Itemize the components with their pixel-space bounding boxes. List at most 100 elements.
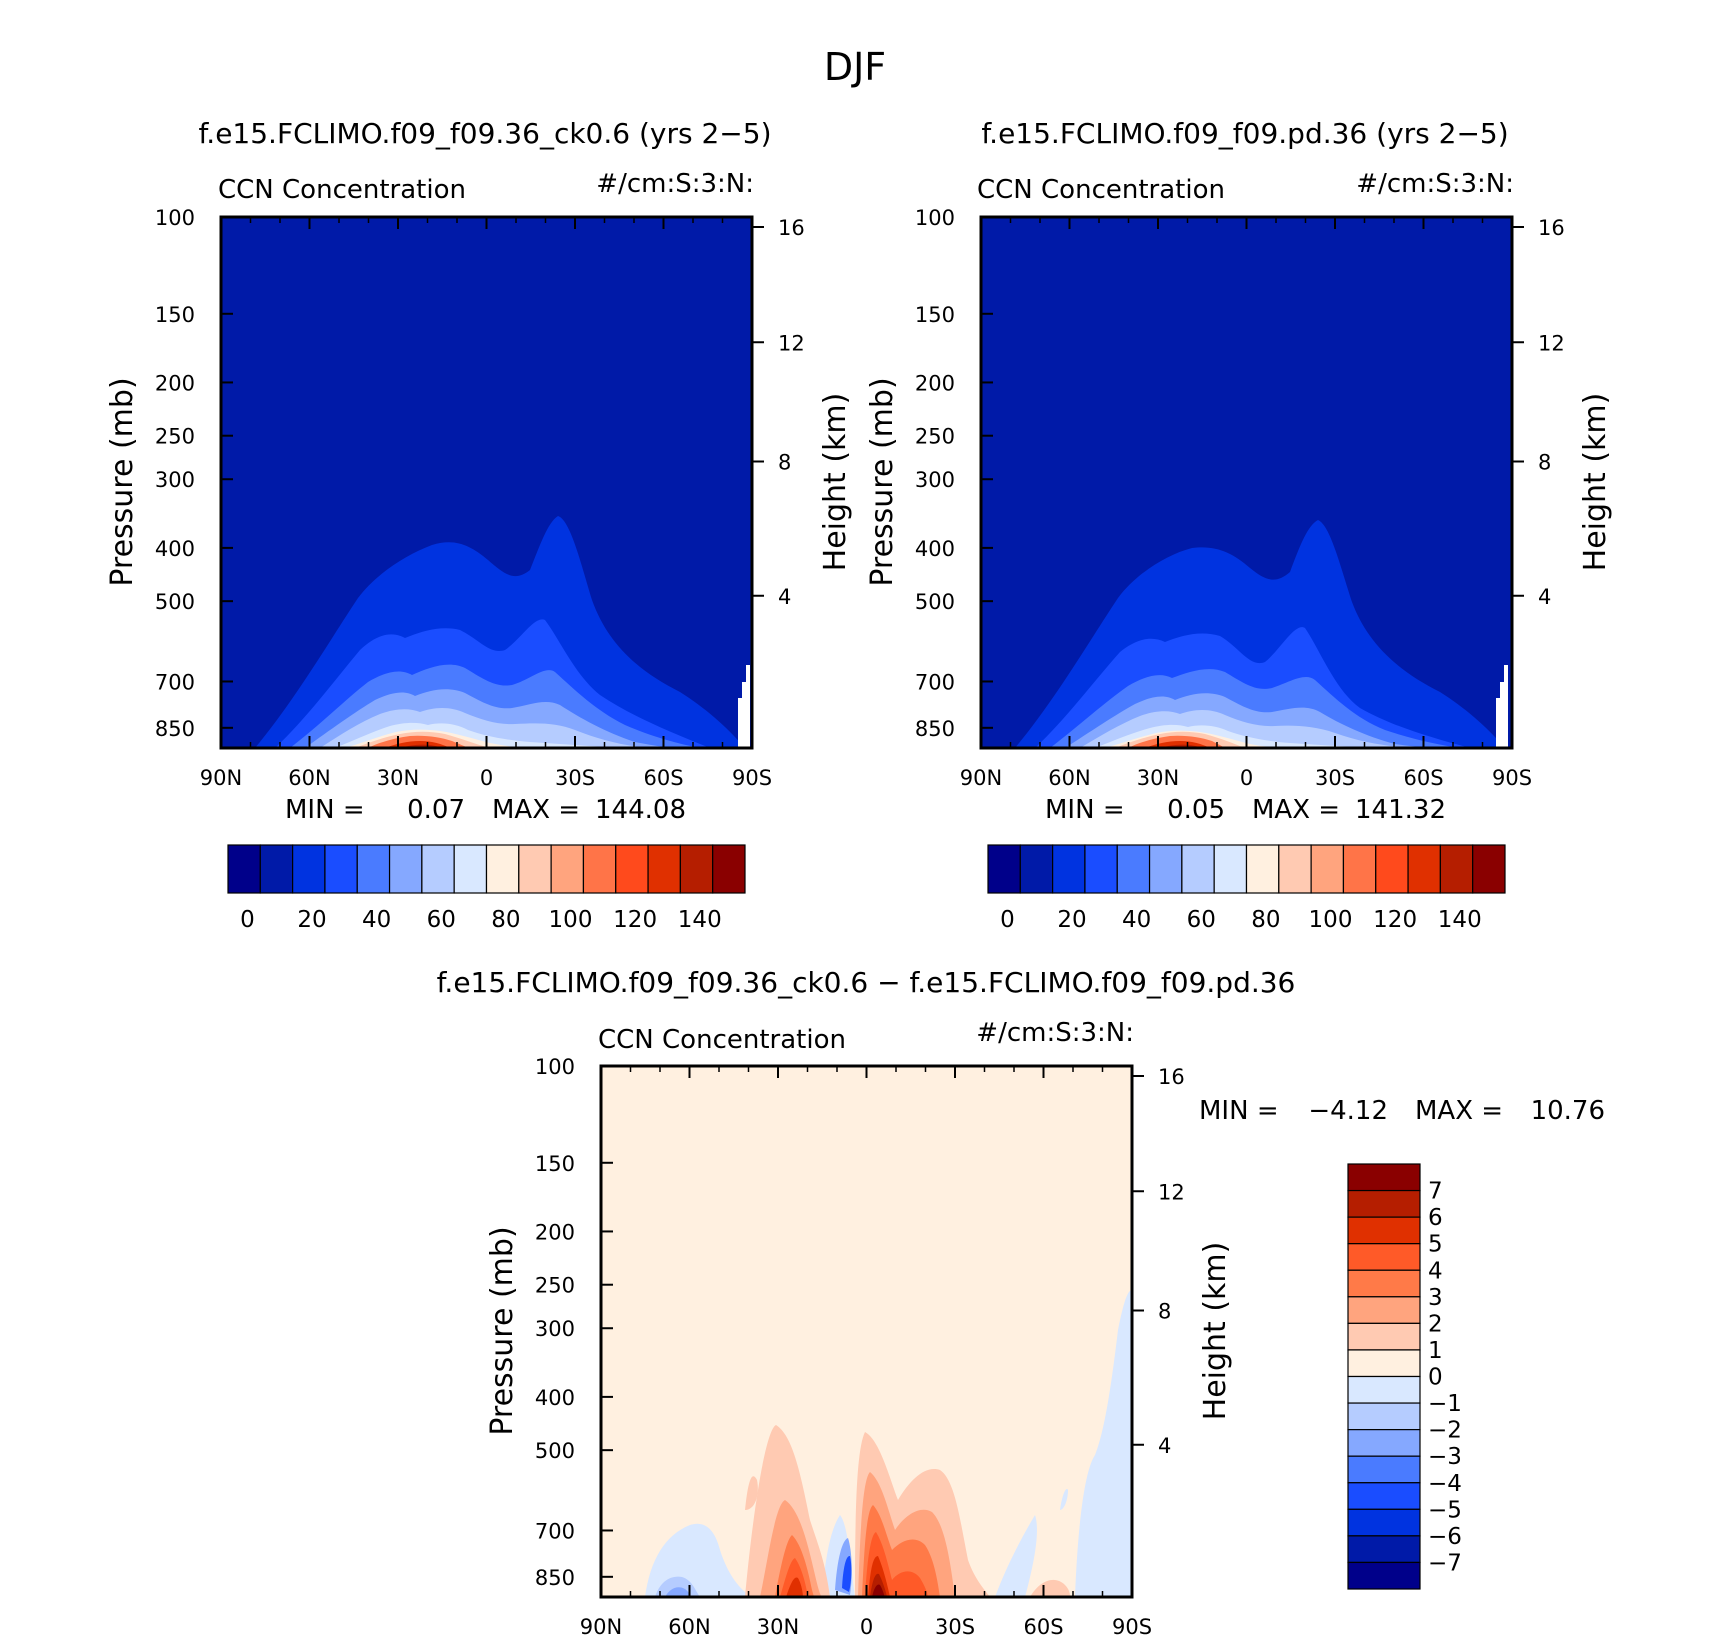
panel-1-title: f.e15.FCLIMO.f09_f09.36_ck0.6 (yrs 2−5) (198, 117, 771, 150)
panel-1-ylabel-right: Height (km) (818, 393, 853, 572)
colorbar-box (1213, 844, 1248, 894)
right-tick-label: 8 (1538, 451, 1551, 475)
y-tick-label: 100 (535, 1055, 575, 1079)
colorbar-label: 7 (1428, 1179, 1443, 1205)
x-tick-label: 30S (1315, 766, 1355, 790)
colorbar-box (1347, 1189, 1421, 1218)
panel-2: f.e15.FCLIMO.f09_f09.pd.36 (yrs 2−5) CCN… (865, 117, 1613, 933)
panel-3-blue-eq-3 (842, 1555, 852, 1592)
panel-2-variable: CCN Concentration (977, 175, 1225, 205)
colorbar-label: −5 (1428, 1497, 1462, 1523)
colorbar-box (1116, 844, 1151, 894)
panel-2-min-label: MIN = (1045, 795, 1125, 825)
colorbar-label: 4 (1428, 1258, 1443, 1284)
colorbar-box (453, 844, 488, 894)
right-tick-label: 12 (778, 331, 805, 355)
colorbar-box (1347, 1508, 1421, 1537)
colorbar-box (1439, 844, 1474, 894)
panel-2-units: #/cm:S:3:N: (1356, 169, 1514, 199)
colorbar-label: −6 (1428, 1524, 1462, 1550)
panel-3-min-value: −4.12 (1308, 1096, 1388, 1126)
colorbar-label: 20 (1057, 907, 1086, 933)
colorbar-box (1347, 1163, 1421, 1192)
colorbar-box (1347, 1216, 1421, 1245)
colorbar-label: 5 (1428, 1232, 1443, 1258)
right-tick-label: 12 (1158, 1180, 1185, 1204)
right-tick-label: 12 (1538, 331, 1565, 355)
panel-3-min-label: MIN = (1199, 1096, 1279, 1126)
colorbar-label: 100 (1309, 907, 1353, 933)
panel-1-min-label: MIN = (285, 795, 365, 825)
colorbar-box (1407, 844, 1441, 894)
colorbar-box (1375, 844, 1409, 894)
colorbar-box (615, 844, 649, 894)
colorbar-label: 0 (1428, 1365, 1443, 1391)
colorbar-label: 80 (1251, 907, 1280, 933)
y-tick-label: 200 (155, 371, 195, 395)
y-tick-label: 500 (915, 590, 955, 614)
colorbar-label: 0 (1000, 907, 1015, 933)
x-tick-label: 60S (643, 766, 683, 790)
y-tick-label: 850 (915, 717, 955, 741)
y-tick-label: 250 (535, 1274, 575, 1298)
x-tick-label: 90S (1112, 1615, 1152, 1639)
panel-3-pos-small (745, 1476, 758, 1510)
colorbar-box (227, 844, 261, 894)
panel-2-colorbar: 0 20 40 60 80 100 120 140 (987, 844, 1506, 933)
colorbar-label: 60 (427, 907, 456, 933)
colorbar-box (987, 844, 1021, 894)
colorbar-label: 60 (1187, 907, 1216, 933)
colorbar-box (324, 844, 358, 894)
panel-3-blue-sh-col (1075, 1290, 1132, 1597)
y-tick-label: 100 (155, 206, 195, 230)
panel-2-missing-data (1496, 665, 1508, 748)
y-tick-label: 500 (535, 1439, 575, 1463)
x-tick-label: 60S (1023, 1615, 1063, 1639)
x-tick-label: 90N (580, 1615, 622, 1639)
right-tick-label: 16 (1538, 216, 1565, 240)
colorbar-label: 0 (240, 907, 255, 933)
x-tick-label: 60N (288, 766, 330, 790)
y-tick-label: 100 (915, 206, 955, 230)
x-tick-label: 60S (1403, 766, 1443, 790)
y-tick-label: 150 (915, 303, 955, 327)
y-tick-label: 300 (915, 468, 955, 492)
panel-1-y-ticks: 100 150 200 250 300 400 500 700 850 (155, 206, 233, 741)
panel-2-field (981, 217, 1512, 748)
colorbar-box (1347, 1561, 1421, 1590)
colorbar-label: 100 (549, 907, 593, 933)
colorbar-box (1347, 1243, 1421, 1271)
y-tick-label: 850 (535, 1566, 575, 1590)
colorbar-label: 1 (1428, 1338, 1443, 1364)
colorbar-box (1084, 844, 1118, 894)
page-title: DJF (824, 45, 886, 89)
right-tick-label: 4 (1538, 585, 1551, 609)
panel-1-right-ticks: 4 8 12 16 (752, 216, 805, 609)
x-tick-label: 30S (935, 1615, 975, 1639)
right-tick-label: 4 (778, 585, 791, 609)
colorbar-label: 140 (1438, 907, 1482, 933)
colorbar-label: 120 (1373, 907, 1417, 933)
colorbar-label: −3 (1428, 1444, 1462, 1470)
colorbar-box (485, 844, 520, 894)
panel-3-x-ticks: 90N 60N 30N 0 30S 60S 90S (580, 1066, 1152, 1639)
colorbar-box (1347, 1269, 1421, 1298)
right-tick-label: 4 (1158, 1434, 1171, 1458)
colorbar-box (1278, 844, 1312, 894)
colorbar-box (582, 844, 617, 894)
colorbar-label: 40 (362, 907, 391, 933)
colorbar-box (1181, 844, 1215, 894)
y-tick-label: 700 (535, 1519, 575, 1543)
colorbar-box (1347, 1482, 1421, 1510)
panel-3-right-ticks: 4 8 12 16 (1132, 1065, 1185, 1458)
y-tick-label: 200 (915, 371, 955, 395)
panel-3-field (601, 1066, 1132, 1597)
colorbar-box (679, 844, 714, 894)
panel-3-y-ticks: 100 150 200 250 300 400 500 700 850 (535, 1055, 613, 1590)
y-tick-label: 700 (155, 670, 195, 694)
panel-3-title: f.e15.FCLIMO.f09_f09.36_ck0.6 − f.e15.FC… (437, 966, 1296, 999)
x-tick-label: 30N (757, 1615, 799, 1639)
colorbar-label: 3 (1428, 1285, 1443, 1311)
panel-3-units: #/cm:S:3:N: (976, 1018, 1134, 1048)
